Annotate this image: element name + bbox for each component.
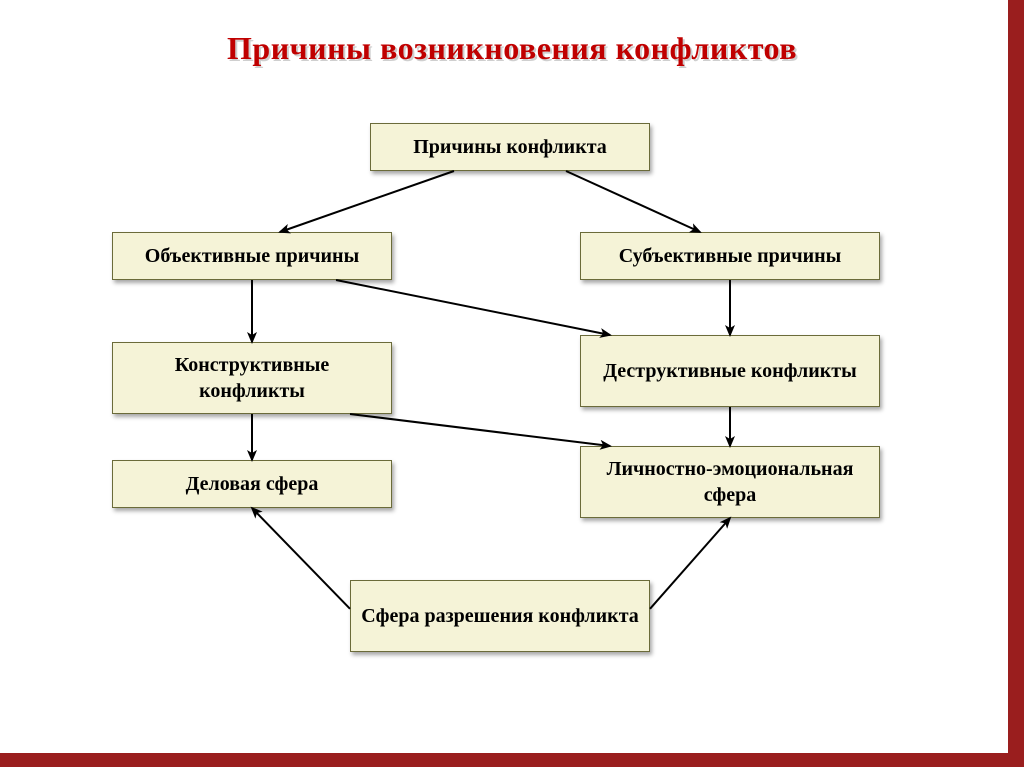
node-lichn: Личностно-эмоциональная сфера	[580, 446, 880, 518]
node-sfera: Сфера разрешения конфликта	[350, 580, 650, 652]
node-root: Причины конфликта	[370, 123, 650, 171]
slide-title: Причины возникновения конфликтов	[0, 30, 1024, 67]
node-obj: Объективные причины	[112, 232, 392, 280]
node-subj: Субъективные причины	[580, 232, 880, 280]
node-destr: Деструктивные конфликты	[580, 335, 880, 407]
node-constr: Конструктивные конфликты	[112, 342, 392, 414]
slide-border-bottom	[0, 753, 1024, 767]
node-delov: Деловая сфера	[112, 460, 392, 508]
slide-border-right	[1008, 0, 1024, 767]
